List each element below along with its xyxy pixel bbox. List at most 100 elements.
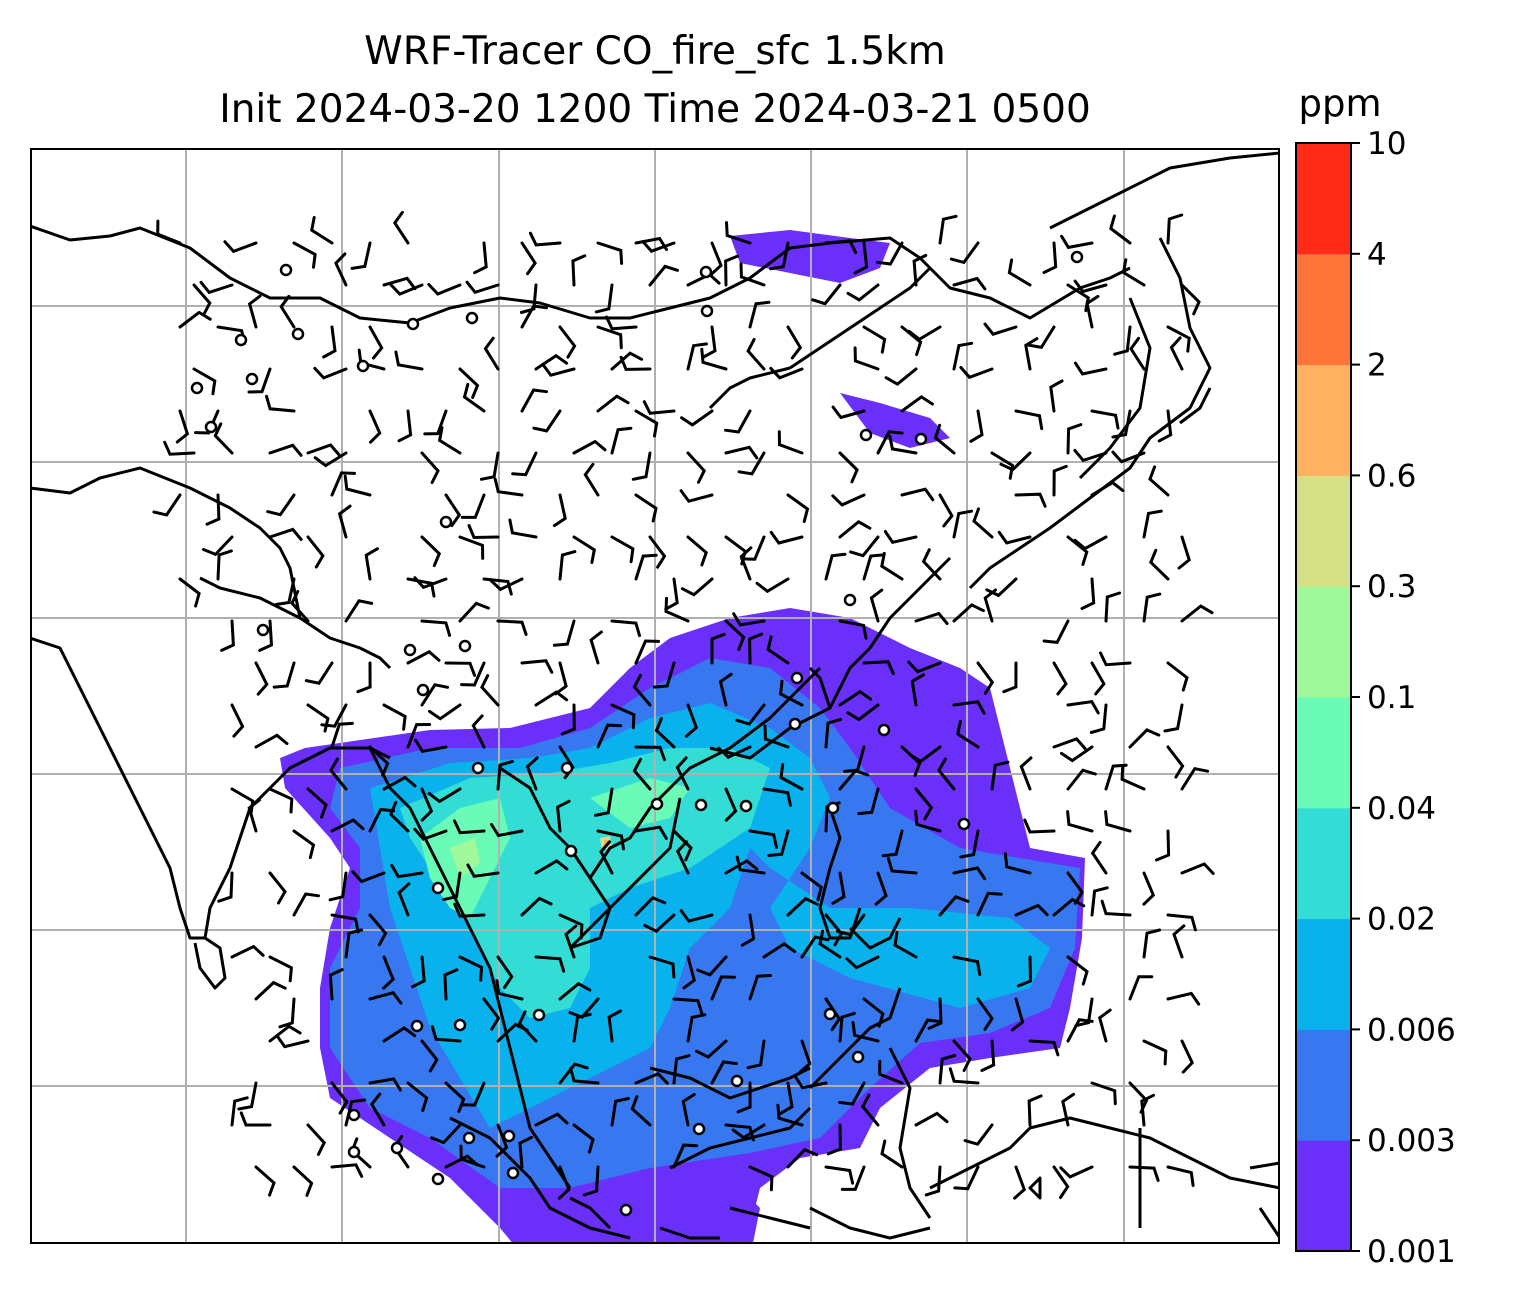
wind-barb [390,863,424,879]
wind-barb [330,1081,349,1115]
wind-barb [610,351,644,371]
wind-barb [686,535,708,567]
wind-barb [937,757,956,791]
wind-barb [437,426,462,455]
wind-barb [495,1123,509,1158]
wind-barb [634,553,658,581]
wind-barb [1180,283,1201,316]
wind-barb [1166,991,1201,1006]
colorbar-bands [1296,143,1351,1252]
wind-barb [442,871,462,902]
wind-barb [990,760,1010,791]
wind-barb [702,325,717,359]
wind-barb [520,896,553,917]
wind-barb [328,968,344,1001]
wind-barb [583,462,600,497]
wind-barb [976,891,1003,917]
wind-barb [278,997,296,1029]
wind-barb [1066,955,1089,986]
wind-barb [247,294,262,329]
wind-barb [1052,1165,1070,1199]
wind-barb [1100,899,1132,917]
wind-barb [330,721,354,749]
colorbar-tick-label: 2 [1367,348,1387,384]
wind-barb [1180,1039,1194,1074]
colorbar: ppm 0.001 0.003 0.006 0.02 0.04 0.1 0.3 0.6 2 4 10 [1295,82,1456,1270]
wind-barb [739,262,766,287]
wind-barb [619,355,652,371]
calm-wind-circle [403,643,417,657]
wind-barbs [152,210,1215,1200]
wind-barb [330,471,356,497]
wind-barb [265,394,296,413]
wind-barb [953,1165,980,1191]
wind-barb [428,703,462,721]
wind-barb [528,231,562,247]
wind-barb [266,493,296,517]
wind-barb [739,546,753,581]
wind-barb [980,1039,996,1072]
wind-barb [382,703,407,731]
wind-barb [534,690,569,707]
calm-wind-circle [204,420,218,434]
wind-barb [999,451,1032,472]
wind-barb [634,745,666,762]
calm-wind-circle [560,761,574,775]
wind-barb [1010,997,1025,1032]
map-panel [30,148,1280,1244]
wind-barb [769,530,804,545]
wind-barb [254,661,269,696]
calm-wind-circle [356,359,370,373]
wind-barb [1014,903,1049,917]
wind-barb [496,619,528,636]
wind-barb [496,955,514,989]
wind-barb [230,944,265,959]
wind-barb [786,325,803,360]
wind-barb [330,913,360,934]
wind-barb [1128,1081,1149,1114]
wind-barb [724,254,740,287]
wind-barb [322,325,337,359]
wind-barb [156,219,182,245]
wind-barb [406,1081,429,1112]
wind-barb [607,1009,622,1043]
wind-barb [746,1039,766,1070]
wind-barb [710,1060,738,1085]
wind-barb [948,1067,980,1085]
colorbar-tick-label: 10 [1367,126,1406,162]
wind-barb [202,535,234,557]
wind-barb [838,689,873,707]
wind-barb [643,913,676,934]
wind-barb [680,577,714,597]
wind-barb [394,350,424,371]
title-line-1: WRF-Tracer CO_fire_sfc 1.5km [364,29,946,74]
wind-barb [1149,548,1170,581]
wind-barb [1111,450,1146,464]
wind-barb [642,400,676,415]
calm-wind-circle [458,639,472,653]
calm-wind-circle [410,1019,424,1033]
wind-barb [1090,409,1120,430]
wind-barb [594,787,614,817]
wind-barb [462,382,486,413]
wind-barb [724,859,759,875]
wind-barb [959,829,980,859]
calm-wind-circle [914,432,928,446]
wind-barb [368,409,382,444]
wind-barb [1157,409,1173,443]
wind-barb [458,955,484,982]
wind-barb [1042,619,1070,645]
wind-barb [794,1075,828,1090]
calm-wind-circle [730,1074,744,1088]
wind-barb [1113,325,1132,356]
wind-barb [1166,213,1184,245]
calm-wind-circle [843,593,857,607]
wind-barb [881,829,904,858]
wind-barb [520,241,537,276]
wind-barb [313,366,348,380]
wind-barb [1052,464,1068,497]
wind-barb [413,827,448,841]
wind-barb [493,477,524,497]
wind-barb [572,1123,595,1154]
wind-barb [1090,840,1108,875]
